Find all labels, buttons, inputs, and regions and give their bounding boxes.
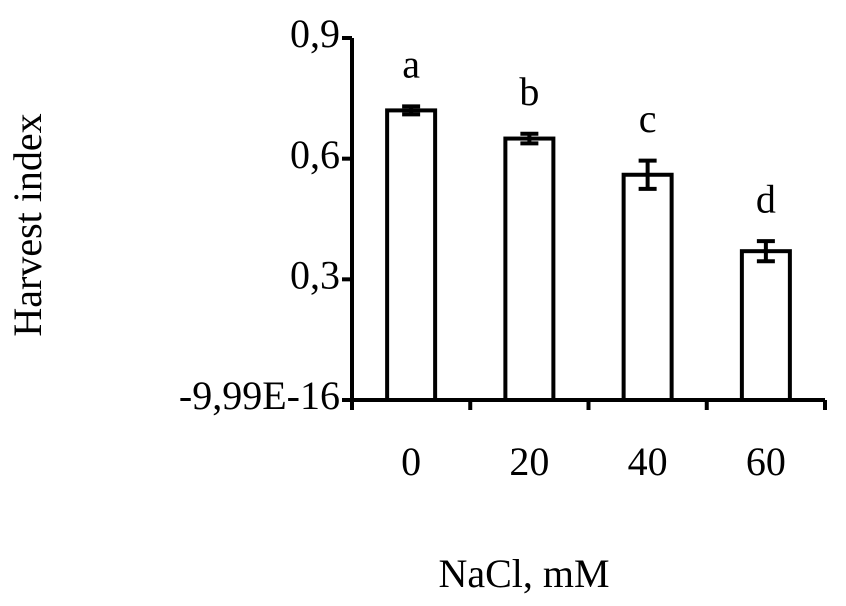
x-axis-title: NaCl, mM [438,551,609,596]
y-tick-label: 0,3 [290,253,340,298]
x-tick-label: 20 [509,439,549,484]
error-bar [402,104,421,117]
error-bar [756,239,775,264]
bar [739,249,792,402]
error-bar [638,158,657,191]
y-tick-label: 0,6 [290,132,340,177]
bar [621,172,674,402]
y-tick-label: 0,9 [290,11,340,56]
annotation: b [519,69,539,114]
y-tick-label: -9,99E-16 [179,373,340,418]
x-tick-label: 40 [628,439,668,484]
y-axis-title: Harvest index [5,113,50,336]
x-tick-label: 0 [401,439,421,484]
bar [385,108,438,403]
annotation: a [402,42,420,87]
x-tick-label: 60 [746,439,786,484]
annotation: d [756,176,776,221]
bar [503,136,556,403]
error-bar [520,131,539,146]
annotation: c [639,96,657,141]
